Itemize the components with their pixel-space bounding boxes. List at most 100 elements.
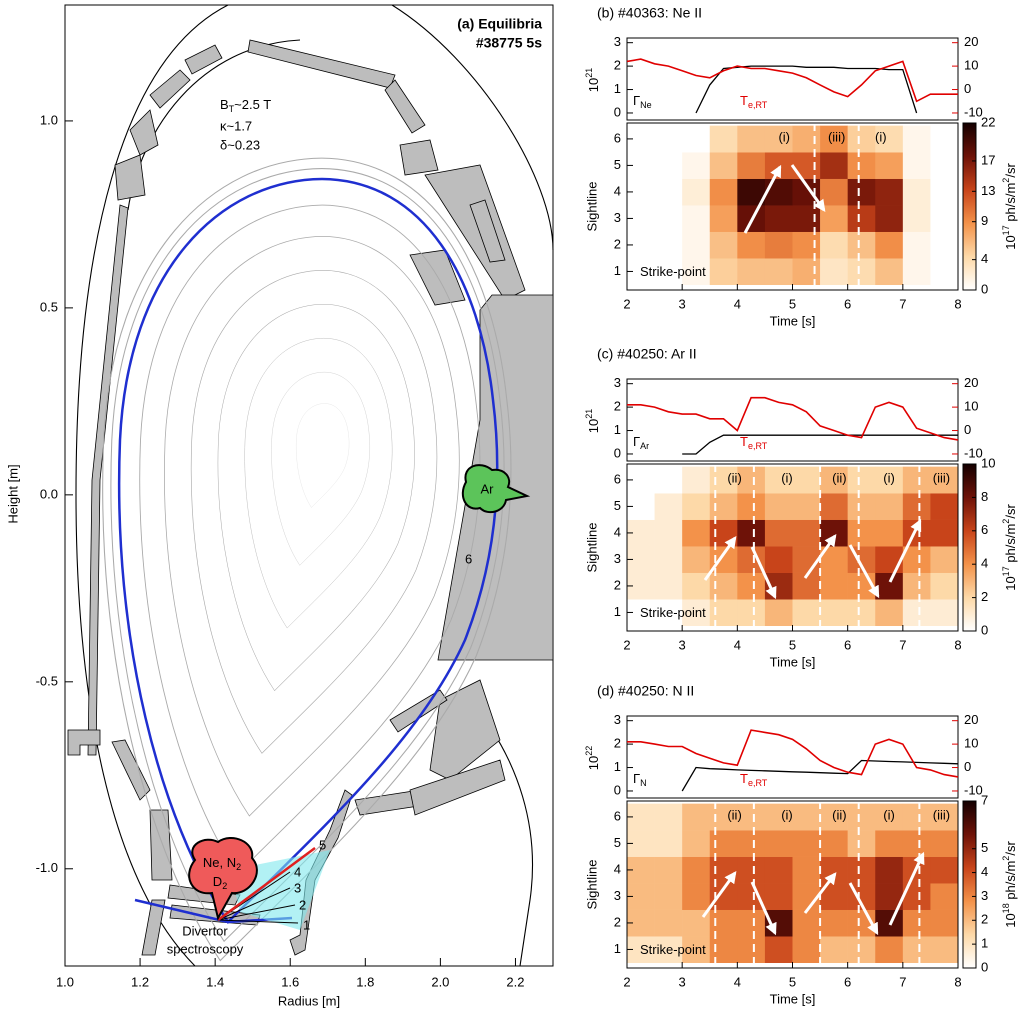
heat-cell — [737, 909, 766, 937]
heat-cell — [764, 936, 793, 963]
heat-cell — [764, 546, 793, 573]
y-tick-label: 1 — [614, 759, 621, 774]
rich-label: 1022 — [584, 746, 601, 770]
colorbar-tick-label: 22 — [981, 114, 995, 129]
legend-label: Te,RT — [740, 93, 768, 110]
heat-cell — [930, 546, 959, 573]
frame — [626, 378, 959, 462]
x-tick-label: 1.0 — [56, 974, 74, 989]
x-tick-label: 4 — [734, 296, 741, 311]
legend-label: ΓN — [633, 771, 647, 788]
series-line — [681, 759, 959, 792]
heat-cell — [930, 205, 959, 232]
label-part: /sr — [1003, 163, 1018, 178]
parameter: BT~2.5 T — [220, 97, 271, 114]
phase-label: (ii) — [832, 807, 846, 822]
heat-cell — [792, 258, 821, 285]
heat-cell — [902, 909, 931, 937]
phase-label: (iii) — [933, 807, 950, 822]
heat-cell — [764, 493, 793, 520]
colorbar-tick-label: 1 — [981, 936, 988, 951]
chart-title: (a) Equilibria — [457, 16, 542, 32]
y-tick-label: 5 — [614, 835, 621, 850]
legend-label: ΓNe — [633, 93, 652, 110]
heat-cell — [820, 231, 848, 259]
heat-cell — [847, 178, 876, 206]
heat-cell — [820, 936, 848, 963]
heat-cell — [930, 883, 959, 910]
heat-cell — [764, 883, 793, 910]
heat-cell — [930, 519, 959, 547]
heat-cell — [654, 546, 683, 573]
heat-cell — [682, 599, 711, 626]
chart-subtitle: #38775 5s — [476, 35, 542, 51]
heat-cell — [875, 856, 904, 884]
heat-cell — [654, 830, 683, 857]
x-tick-label: 7 — [899, 974, 906, 989]
y2-tick-label: 20 — [964, 34, 978, 49]
heat-cell — [847, 519, 876, 547]
phase-label: (i) — [781, 807, 793, 822]
label-part: e,RT — [748, 441, 768, 451]
heat-cell — [654, 152, 683, 179]
heat-cell — [682, 125, 711, 153]
label-part: ph/s/m — [1003, 183, 1018, 226]
label-part: e,RT — [748, 100, 768, 110]
heat-cell — [820, 519, 848, 547]
parameter: κ~1.7 — [220, 118, 252, 133]
colorbar — [962, 122, 977, 291]
label-part: 22 — [584, 746, 594, 756]
heat-cell — [820, 125, 848, 153]
heat-cell — [654, 599, 683, 626]
heat-cell — [737, 883, 766, 910]
heat-cell — [902, 936, 931, 963]
legend-label: Te,RT — [740, 434, 768, 451]
y-tick-label: 4 — [614, 183, 621, 198]
heat-cell — [902, 830, 931, 857]
y-tick-label: 3 — [614, 210, 621, 225]
heat-cell — [654, 883, 683, 910]
label-part: Γ — [633, 93, 640, 108]
heat-cell — [792, 152, 821, 179]
annotation: Divertor — [182, 923, 228, 938]
y-axis-label: Sightline — [584, 182, 599, 232]
heat-cell — [820, 909, 848, 937]
heat-cell — [682, 830, 711, 857]
label-part: 17 — [1001, 566, 1011, 576]
heat-cell — [792, 883, 821, 910]
heat-cell — [875, 152, 904, 179]
label-part: /sr — [1003, 841, 1018, 856]
rich-label: 1021 — [584, 68, 601, 92]
label-sub: 2 — [236, 862, 241, 872]
sightline-label: 1 — [303, 917, 310, 932]
heat-cell — [737, 152, 766, 179]
label-part: 2 — [1001, 178, 1011, 183]
x-tick-label: 2.0 — [431, 974, 449, 989]
x-tick-label: 5 — [789, 296, 796, 311]
label-part: T — [740, 434, 748, 449]
heat-cell — [709, 178, 738, 206]
heat-cell — [792, 466, 821, 494]
y-tick-label: 6 — [614, 808, 621, 823]
phase-label: (ii) — [727, 470, 741, 485]
x-axis-label: Time [s] — [770, 991, 816, 1006]
sightline-label: 6 — [465, 551, 472, 566]
x-tick-label: 6 — [844, 296, 851, 311]
heat-cell — [654, 856, 683, 884]
heat-cell — [737, 599, 766, 626]
x-tick-label: 8 — [954, 296, 961, 311]
heat-cell — [792, 125, 821, 153]
heat-cell — [709, 572, 738, 600]
heat-cell — [737, 830, 766, 857]
y-tick-label: 3 — [614, 888, 621, 903]
y2-tick-label: 10 — [964, 399, 978, 414]
x-tick-label: 3 — [679, 974, 686, 989]
heat-cell — [737, 572, 766, 600]
valve-label: Ne, N2 — [203, 855, 241, 872]
heat-cell — [654, 936, 683, 963]
heat-cell — [709, 830, 738, 857]
heat-cell — [930, 909, 959, 937]
heat-cell — [764, 205, 793, 232]
heat-cell — [847, 936, 876, 963]
